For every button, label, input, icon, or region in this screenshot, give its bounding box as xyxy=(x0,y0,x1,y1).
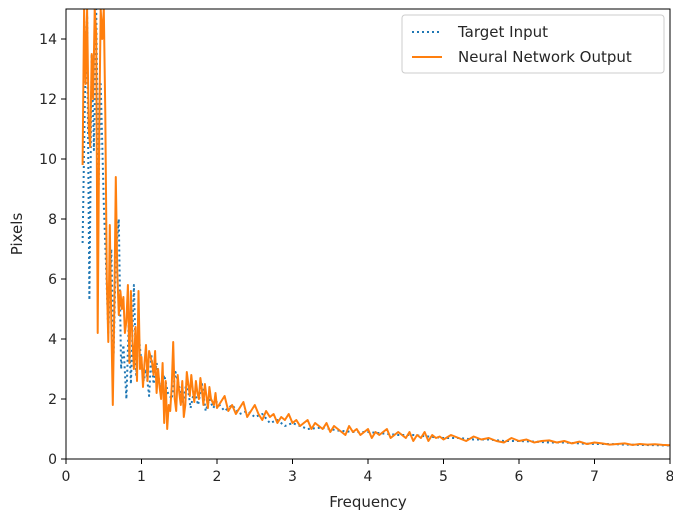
legend-label-neural-network-output: Neural Network Output xyxy=(458,48,632,66)
y-tick-label: 0 xyxy=(48,452,57,468)
legend-frame xyxy=(401,14,665,74)
x-tick-label: 6 xyxy=(515,469,524,485)
y-tick-label: 12 xyxy=(39,92,57,108)
series-line-target-input xyxy=(81,9,670,447)
x-tick-label: 5 xyxy=(439,469,448,485)
series-line-neural-network-output xyxy=(81,9,670,447)
x-tick-label: 4 xyxy=(364,469,373,485)
x-tick-label: 2 xyxy=(213,469,222,485)
y-tick-label: 8 xyxy=(48,212,57,228)
y-tick-label: 2 xyxy=(48,392,57,408)
x-tick-label: 3 xyxy=(288,469,297,485)
x-axis-label: Frequency xyxy=(329,493,407,511)
x-axis: 0 1 2 3 4 5 6 7 8 xyxy=(62,459,673,485)
x-tick-label: 0 xyxy=(62,469,71,485)
y-tick-label: 4 xyxy=(48,332,57,348)
y-axis-label: Pixels xyxy=(8,213,26,256)
legend-label-target-input: Target Input xyxy=(457,23,548,41)
y-tick-label: 10 xyxy=(39,152,57,168)
x-tick-label: 8 xyxy=(666,469,673,485)
y-axis: 0 2 4 6 8 10 12 14 xyxy=(39,32,66,468)
series-layer xyxy=(81,9,670,447)
x-tick-label: 1 xyxy=(137,469,146,485)
legend: Target Input Neural Network Output xyxy=(401,14,665,74)
x-tick-label: 7 xyxy=(590,469,599,485)
y-tick-label: 6 xyxy=(48,272,57,288)
y-tick-label: 14 xyxy=(39,32,57,48)
